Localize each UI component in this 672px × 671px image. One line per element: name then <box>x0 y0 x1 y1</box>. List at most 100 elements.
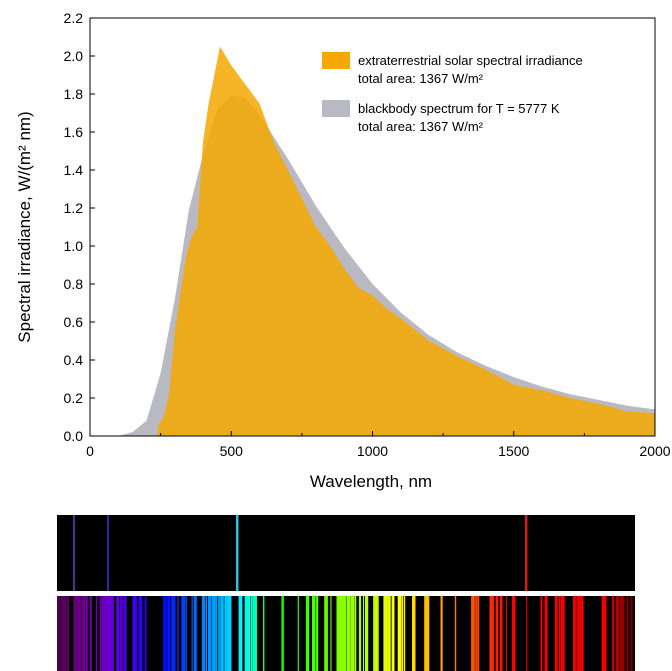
absorption-band <box>603 596 607 671</box>
absorption-band <box>387 596 391 671</box>
absorption-band <box>140 596 143 671</box>
absorption-band <box>101 596 104 671</box>
x-tick-label: 1000 <box>357 443 388 459</box>
y-tick-label: 0.0 <box>64 428 84 444</box>
absorption-band <box>246 596 251 671</box>
y-tick-label: 1.2 <box>64 200 84 216</box>
absorption-band <box>171 596 176 671</box>
emission-strip-background <box>57 515 635 591</box>
legend-annotation-blackbody: total area: 1367 W/m² <box>358 119 484 134</box>
y-tick-label: 0.2 <box>64 390 84 406</box>
absorption-band <box>354 596 357 671</box>
absorption-band <box>397 596 402 671</box>
absorption-band <box>59 596 61 671</box>
absorption-band <box>61 596 64 671</box>
absorption-band <box>122 596 124 671</box>
absorption-band <box>212 596 215 671</box>
absorption-band <box>193 596 197 671</box>
absorption-band <box>216 596 218 671</box>
absorption-band <box>79 596 81 671</box>
absorption-band <box>185 596 187 671</box>
absorption-band <box>477 596 480 671</box>
absorption-band <box>440 596 443 671</box>
absorption-band <box>365 596 369 671</box>
absorption-band <box>554 596 558 671</box>
absorption-band <box>385 596 388 671</box>
absorption-band <box>67 596 70 671</box>
y-tick-label: 0.4 <box>64 352 84 368</box>
absorption-band <box>326 596 328 671</box>
absorption-band <box>252 596 256 671</box>
absorption-band <box>103 596 108 671</box>
absorption-band <box>454 596 457 671</box>
absorption-spectrum-strip <box>57 596 635 671</box>
absorption-band <box>358 596 362 671</box>
absorption-band <box>214 596 216 671</box>
absorption-band <box>616 596 620 671</box>
absorption-band <box>363 596 365 671</box>
absorption-band <box>346 596 351 671</box>
absorption-band <box>377 596 379 671</box>
absorption-band <box>124 596 127 671</box>
absorption-band <box>373 596 376 671</box>
absorption-band <box>181 596 185 671</box>
absorption-band <box>626 596 629 671</box>
absorption-band <box>63 596 67 671</box>
absorption-band <box>134 596 137 671</box>
absorption-band <box>426 596 430 671</box>
absorption-band <box>562 596 565 671</box>
absorption-band <box>383 596 386 671</box>
absorption-band <box>191 596 193 671</box>
x-tick-label: 2000 <box>639 443 670 459</box>
y-tick-label: 1.6 <box>64 124 84 140</box>
y-tick-label: 0.6 <box>64 314 84 330</box>
absorption-band <box>116 596 120 671</box>
absorption-band <box>263 596 265 671</box>
solar-spectrum-chart: 0 500 1000 1500 2000 0.0 0.2 0.4 0.6 0.8 1.0 1.2 1.4… <box>15 10 671 491</box>
absorption-band <box>342 596 347 671</box>
x-tick-label: 1500 <box>498 443 529 459</box>
absorption-band <box>544 596 548 671</box>
x-axis-title: Wavelength, nm <box>310 472 432 491</box>
absorption-band <box>412 596 415 671</box>
absorption-band <box>511 596 515 671</box>
absorption-band <box>401 596 404 671</box>
absorption-band <box>222 596 224 671</box>
absorption-band <box>244 596 247 671</box>
absorption-band <box>573 596 576 671</box>
absorption-band <box>403 596 406 671</box>
legend-swatch-blackbody <box>322 100 350 117</box>
absorption-band <box>226 596 229 671</box>
absorption-band <box>224 596 228 671</box>
absorption-band <box>203 596 205 671</box>
absorption-band <box>540 596 543 671</box>
absorption-band <box>205 596 207 671</box>
absorption-band <box>499 596 503 671</box>
absorption-band <box>254 596 257 671</box>
absorption-band <box>228 596 231 671</box>
absorption-band <box>73 596 76 671</box>
absorption-band <box>57 596 60 671</box>
absorption-band <box>108 596 112 671</box>
plot-area <box>118 46 656 437</box>
y-tick-label: 1.8 <box>64 86 84 102</box>
x-tick-label: 500 <box>220 443 244 459</box>
absorption-band <box>577 596 580 671</box>
absorption-band <box>201 596 206 671</box>
absorption-band <box>391 596 395 671</box>
absorption-band <box>575 596 577 671</box>
y-tick-label: 1.0 <box>64 238 84 254</box>
absorption-band <box>173 596 176 671</box>
absorption-band <box>250 596 253 671</box>
absorption-band <box>138 596 141 671</box>
absorption-band <box>348 596 351 671</box>
y-tick-label: 2.2 <box>64 10 84 26</box>
absorption-band <box>81 596 86 671</box>
absorption-band <box>163 596 166 671</box>
y-tick-label: 2.0 <box>64 48 84 64</box>
absorption-band <box>495 596 499 671</box>
absorption-band <box>218 596 220 671</box>
absorption-band <box>77 596 81 671</box>
axes <box>89 17 656 437</box>
